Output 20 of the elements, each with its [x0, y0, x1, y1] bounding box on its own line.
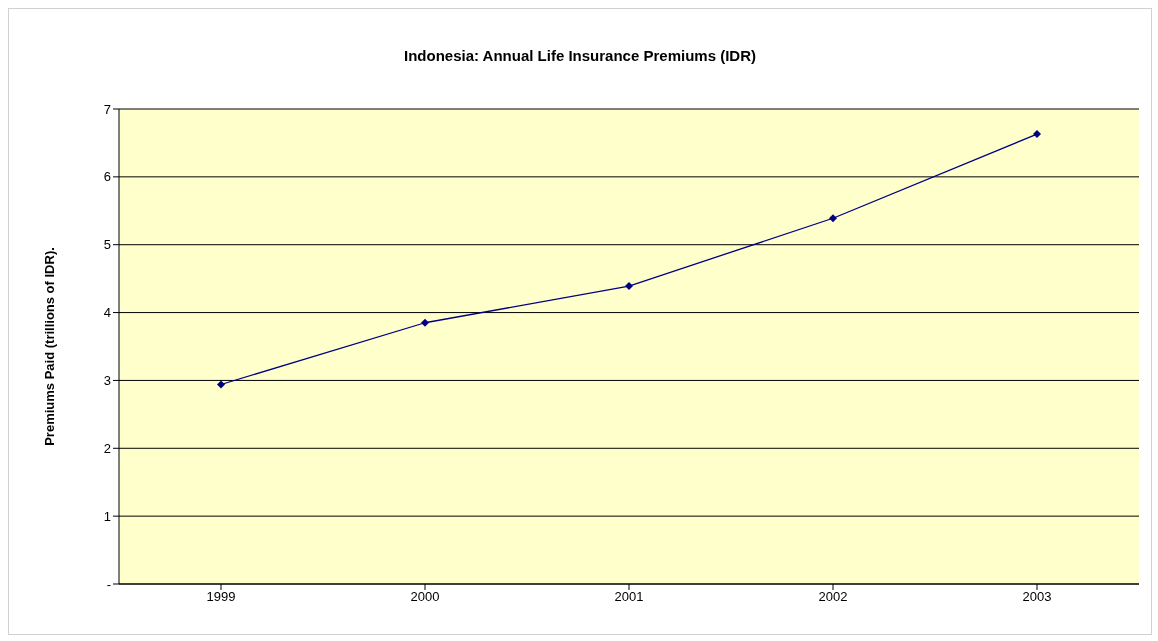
- y-tick-label: 5: [103, 237, 111, 253]
- x-tick-label: 1999: [206, 589, 236, 605]
- x-tick-label: 2001: [614, 589, 644, 605]
- point: [625, 282, 633, 291]
- x-tick-label: 2003: [1022, 589, 1052, 605]
- y-tick-label: -: [106, 576, 111, 592]
- y-axis-title: Premiums Paid (trillions of IDR).: [41, 247, 57, 446]
- y-tick-label: 6: [103, 169, 111, 185]
- point: [1033, 130, 1041, 139]
- y-tick-label: 3: [103, 373, 111, 389]
- y-tick-label: 1: [103, 508, 111, 524]
- y-tick-label: 2: [103, 440, 111, 456]
- point: [217, 380, 225, 389]
- chart-title: Indonesia: Annual Life Insurance Premiums (IDR): [403, 47, 757, 64]
- point: [421, 318, 429, 327]
- x-tick-label: 2000: [410, 589, 440, 605]
- point: [829, 214, 837, 223]
- y-tick-label: 4: [103, 305, 111, 321]
- x-tick-label: 2002: [818, 589, 848, 605]
- y-tick-label: 7: [103, 101, 111, 117]
